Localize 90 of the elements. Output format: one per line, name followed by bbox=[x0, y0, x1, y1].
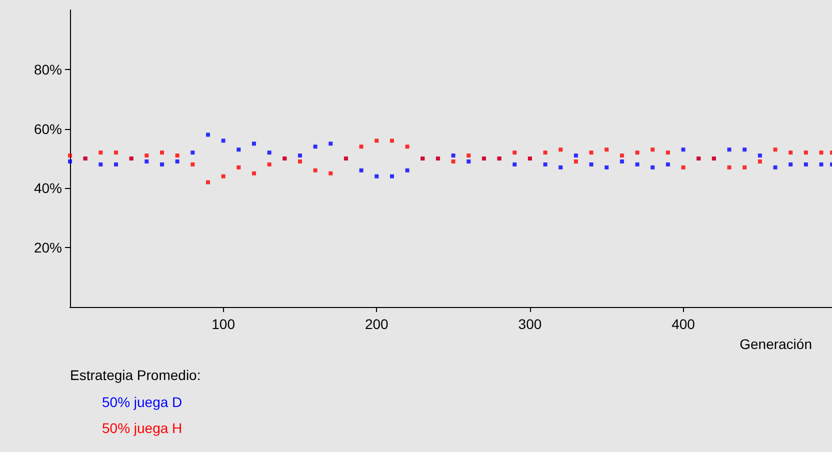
point bbox=[98, 150, 103, 155]
point bbox=[390, 138, 394, 143]
point bbox=[160, 150, 164, 155]
x-axis-title: Generación bbox=[740, 336, 812, 352]
point bbox=[451, 154, 456, 158]
point bbox=[68, 159, 72, 164]
point bbox=[236, 165, 241, 170]
point bbox=[773, 165, 778, 170]
point bbox=[543, 162, 548, 166]
x-tick-label: 200 bbox=[364, 316, 389, 332]
point bbox=[758, 159, 762, 164]
point bbox=[190, 150, 195, 155]
point bbox=[267, 150, 272, 155]
point bbox=[650, 148, 655, 152]
point bbox=[788, 162, 793, 166]
point bbox=[804, 150, 808, 155]
point bbox=[405, 168, 410, 172]
point bbox=[543, 150, 548, 155]
point bbox=[190, 162, 195, 166]
point bbox=[466, 154, 471, 158]
point bbox=[589, 150, 594, 155]
point bbox=[758, 154, 762, 158]
x-tick-label: 400 bbox=[672, 316, 696, 332]
y-tick-label: 60% bbox=[34, 120, 62, 137]
x-tick-label: 100 bbox=[212, 316, 236, 332]
point bbox=[666, 162, 670, 166]
point bbox=[604, 165, 609, 170]
point bbox=[788, 150, 793, 155]
point bbox=[298, 159, 302, 164]
point bbox=[681, 148, 686, 152]
point bbox=[114, 150, 118, 155]
y-tick-label: 80% bbox=[34, 61, 62, 78]
point bbox=[635, 150, 640, 155]
point bbox=[558, 148, 563, 152]
point bbox=[405, 144, 410, 149]
point bbox=[206, 180, 210, 184]
point bbox=[144, 159, 149, 164]
point bbox=[650, 165, 655, 170]
point bbox=[298, 154, 302, 158]
point bbox=[512, 162, 517, 166]
point bbox=[390, 174, 394, 178]
legend-title: Estrategia Promedio: bbox=[70, 367, 201, 383]
point bbox=[374, 138, 379, 143]
point bbox=[742, 148, 747, 152]
point bbox=[635, 162, 640, 166]
point bbox=[267, 162, 272, 166]
point bbox=[313, 168, 318, 172]
point bbox=[819, 150, 824, 155]
point bbox=[221, 174, 226, 178]
point bbox=[175, 154, 180, 158]
point bbox=[727, 165, 732, 170]
point bbox=[558, 165, 563, 170]
point bbox=[313, 144, 318, 149]
point bbox=[574, 154, 578, 158]
point bbox=[666, 150, 670, 155]
point bbox=[727, 148, 732, 152]
point bbox=[451, 159, 456, 164]
point bbox=[328, 171, 333, 176]
point bbox=[114, 162, 118, 166]
point bbox=[68, 154, 72, 158]
point bbox=[574, 159, 578, 164]
point bbox=[221, 138, 226, 143]
text: 50% juega D bbox=[102, 394, 182, 410]
point bbox=[512, 150, 517, 155]
point bbox=[773, 148, 778, 152]
point bbox=[98, 162, 103, 166]
point bbox=[175, 159, 180, 164]
point bbox=[589, 162, 594, 166]
point bbox=[328, 142, 333, 146]
point bbox=[804, 162, 808, 166]
point bbox=[466, 159, 471, 164]
point bbox=[742, 165, 747, 170]
point bbox=[604, 148, 609, 152]
point bbox=[359, 144, 364, 149]
text: 50% juega H bbox=[102, 420, 182, 436]
point bbox=[252, 171, 256, 176]
point bbox=[252, 142, 256, 146]
point bbox=[819, 162, 824, 166]
point bbox=[236, 148, 241, 152]
point bbox=[359, 168, 364, 172]
point bbox=[374, 174, 379, 178]
point bbox=[620, 154, 624, 158]
y-tick-label: 40% bbox=[34, 180, 62, 196]
y-tick-label: 20% bbox=[34, 240, 62, 256]
point bbox=[681, 165, 686, 170]
point bbox=[160, 162, 164, 166]
point bbox=[144, 154, 149, 158]
point bbox=[620, 159, 624, 164]
x-tick-label: 300 bbox=[518, 316, 542, 332]
point bbox=[206, 132, 210, 137]
